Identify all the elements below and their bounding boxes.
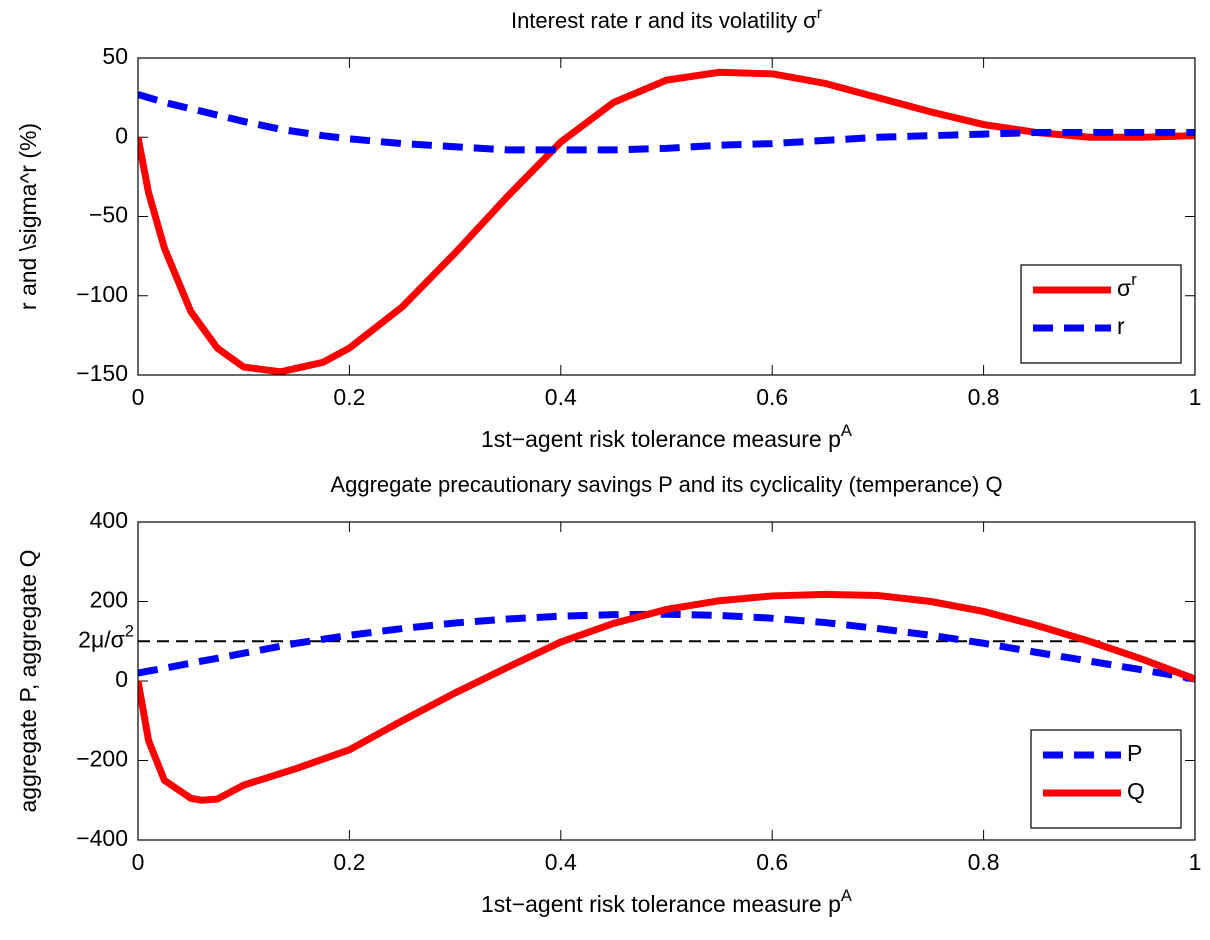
y-axis-label: r and \sigma^r (%) xyxy=(15,123,41,310)
y-tick-label: 0 xyxy=(115,122,128,148)
x-tick-label: 0.6 xyxy=(756,384,788,410)
x-axis-label-main: 1st−agent risk tolerance measure p xyxy=(481,426,841,452)
x-tick-label: 0.8 xyxy=(968,384,1000,410)
x-tick-label: 0.2 xyxy=(333,849,365,875)
y-tick-label: 400 xyxy=(90,507,128,533)
chart-title: Interest rate r and its volatility σr xyxy=(511,5,823,33)
x-axis-label-sup: A xyxy=(841,886,852,905)
x-tick-label: 0.4 xyxy=(545,384,577,410)
series-line xyxy=(138,91,1195,154)
x-axis-label: 1st−agent risk tolerance measure pA xyxy=(481,886,852,917)
x-tick-label: 0.6 xyxy=(756,849,788,875)
plot-area xyxy=(138,522,1195,840)
x-tick-label: 0 xyxy=(132,384,145,410)
series-line xyxy=(138,610,1195,683)
reference-label: 2μ/σ2 xyxy=(78,621,134,652)
y-tick-label: 0 xyxy=(115,666,128,692)
x-tick-label: 0.4 xyxy=(545,849,577,875)
legend xyxy=(1020,264,1182,364)
legend xyxy=(1030,729,1182,829)
y-tick-label: −100 xyxy=(76,281,128,307)
reference-label-sup: 2 xyxy=(125,621,134,640)
series-line xyxy=(138,68,1195,375)
y-tick-label: −400 xyxy=(76,825,128,851)
legend-label: Q xyxy=(1127,778,1145,804)
x-tick-label: 1 xyxy=(1189,384,1202,410)
x-tick-label: 0.2 xyxy=(333,384,365,410)
y-tick-label: −200 xyxy=(76,746,128,772)
legend-label: P xyxy=(1127,740,1142,766)
x-tick-label: 0 xyxy=(132,849,145,875)
series-line xyxy=(138,590,1195,804)
y-axis-label: aggregate P, aggregate Q xyxy=(15,549,41,812)
y-tick-label: −150 xyxy=(76,360,128,386)
axes-frame xyxy=(137,521,1196,841)
chart-title-main: Interest rate r and its volatility σ xyxy=(511,8,817,33)
chart-title: Aggregate precautionary savings P and it… xyxy=(330,472,1002,497)
axes-frame xyxy=(137,57,1196,376)
y-tick-label: 50 xyxy=(102,43,128,69)
plot-area xyxy=(138,58,1195,375)
reference-label-main: 2μ/σ xyxy=(78,626,125,652)
x-axis-label-main: 1st−agent risk tolerance measure p xyxy=(481,891,841,917)
x-axis-label: 1st−agent risk tolerance measure pA xyxy=(481,421,852,452)
legend-label-main: σ xyxy=(1117,275,1131,301)
y-tick-label: −50 xyxy=(89,202,128,228)
legend-label: r xyxy=(1117,313,1125,339)
y-tick-label: 200 xyxy=(90,587,128,613)
x-tick-label: 0.8 xyxy=(968,849,1000,875)
legend-label: σr xyxy=(1117,270,1137,301)
legend-label-sup: r xyxy=(1131,270,1137,289)
chart-title-sup: r xyxy=(817,5,823,22)
x-tick-label: 1 xyxy=(1189,849,1202,875)
x-axis-label-sup: A xyxy=(841,421,852,440)
